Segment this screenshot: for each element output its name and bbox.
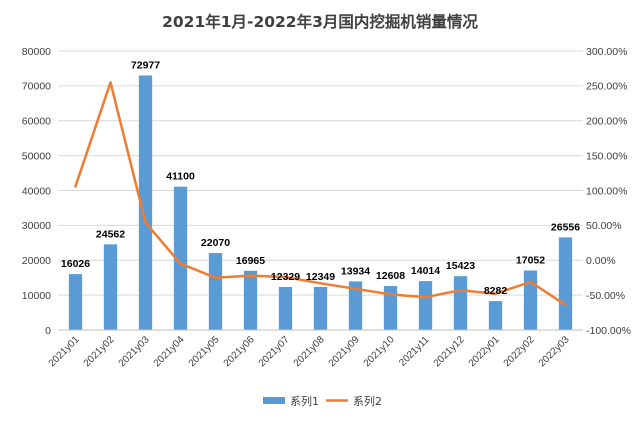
bar [523, 270, 538, 330]
bar [313, 286, 328, 330]
bar-value-label: 14014 [411, 265, 440, 277]
right-axis-tick: -50.00% [586, 290, 625, 302]
series2-point [354, 287, 357, 291]
right-axis-tick: -100.00% [586, 325, 631, 337]
bar-value-label: 12349 [306, 271, 335, 283]
bar-value-label: 72977 [131, 59, 160, 71]
left-axis-tick: 0 [45, 325, 51, 337]
bar-value-label: 16965 [236, 255, 265, 267]
bar [103, 244, 118, 330]
right-axis-tick: 100.00% [586, 185, 627, 197]
bar-value-label: 26556 [551, 221, 580, 233]
right-axis-tick: 250.00% [586, 81, 627, 93]
legend-label-series1: 系列1 [290, 394, 319, 408]
bar [243, 270, 258, 330]
data-labels: 16026 24562 72977 41100 22070 16965 12329 12349… [61, 59, 580, 297]
bar [68, 274, 83, 330]
legend-swatch-series1 [263, 397, 285, 404]
left-axis-tick: 70000 [22, 81, 51, 93]
bar-value-label: 16026 [61, 258, 90, 270]
bar-series [68, 75, 573, 331]
chart-title: 2021年1月-2022年3月国内挖掘机销量情况 [162, 12, 478, 31]
line-series [74, 81, 567, 307]
bar-value-label: 12329 [271, 271, 300, 283]
left-axis-tick: 80000 [22, 46, 51, 58]
legend-label-series2: 系列2 [353, 394, 382, 408]
bar [383, 286, 398, 330]
left-axis-tick: 10000 [22, 290, 51, 302]
series2-point [109, 81, 112, 84]
series2-point [564, 303, 567, 307]
series2-point [319, 282, 322, 285]
bar [138, 75, 153, 331]
series2-point [529, 280, 532, 284]
bar [208, 253, 223, 330]
bar-value-label: 22070 [201, 237, 230, 249]
left-axis-tick: 40000 [22, 185, 51, 197]
right-axis-tick: 300.00% [586, 46, 627, 58]
bar [488, 301, 503, 330]
left-axis-tick: 30000 [22, 220, 51, 232]
bar [453, 276, 468, 330]
series2-point [424, 296, 427, 299]
series2-point [179, 262, 182, 265]
left-y-axis: 0 10000 20000 30000 40000 50000 60000 70000 8000… [22, 46, 51, 337]
right-y-axis: -100.00% -50.00% 0.00% 50.00% 100.00% 150.00%… [586, 46, 631, 337]
bar-value-label: 24562 [96, 228, 125, 240]
series2-point [494, 292, 497, 295]
series2-point [74, 185, 77, 188]
left-axis-tick: 20000 [22, 255, 51, 267]
bar-value-label: 8282 [484, 285, 508, 297]
series2-point [389, 293, 392, 296]
legend: 系列1 系列2 [263, 394, 382, 408]
series2-point [249, 274, 252, 277]
right-axis-tick: 200.00% [586, 116, 627, 128]
bar-value-label: 13934 [341, 265, 370, 277]
bar [348, 281, 363, 330]
bar [278, 287, 293, 330]
left-axis-tick: 60000 [22, 116, 51, 128]
bar [173, 186, 188, 330]
bar [558, 237, 573, 330]
series2-point [214, 276, 217, 279]
bar-value-label: 15423 [446, 260, 475, 272]
left-axis-tick: 50000 [22, 150, 51, 162]
bar [418, 281, 433, 330]
bar-value-label: 41100 [166, 171, 195, 183]
bar-value-label: 12608 [376, 270, 405, 282]
bar-value-label: 17052 [516, 255, 545, 267]
right-axis-tick: 0.00% [586, 255, 616, 267]
series2-point [459, 289, 462, 292]
series2-point [284, 275, 287, 279]
series2-point [144, 221, 147, 224]
right-axis-tick: 50.00% [586, 220, 622, 232]
right-axis-tick: 150.00% [586, 150, 627, 162]
